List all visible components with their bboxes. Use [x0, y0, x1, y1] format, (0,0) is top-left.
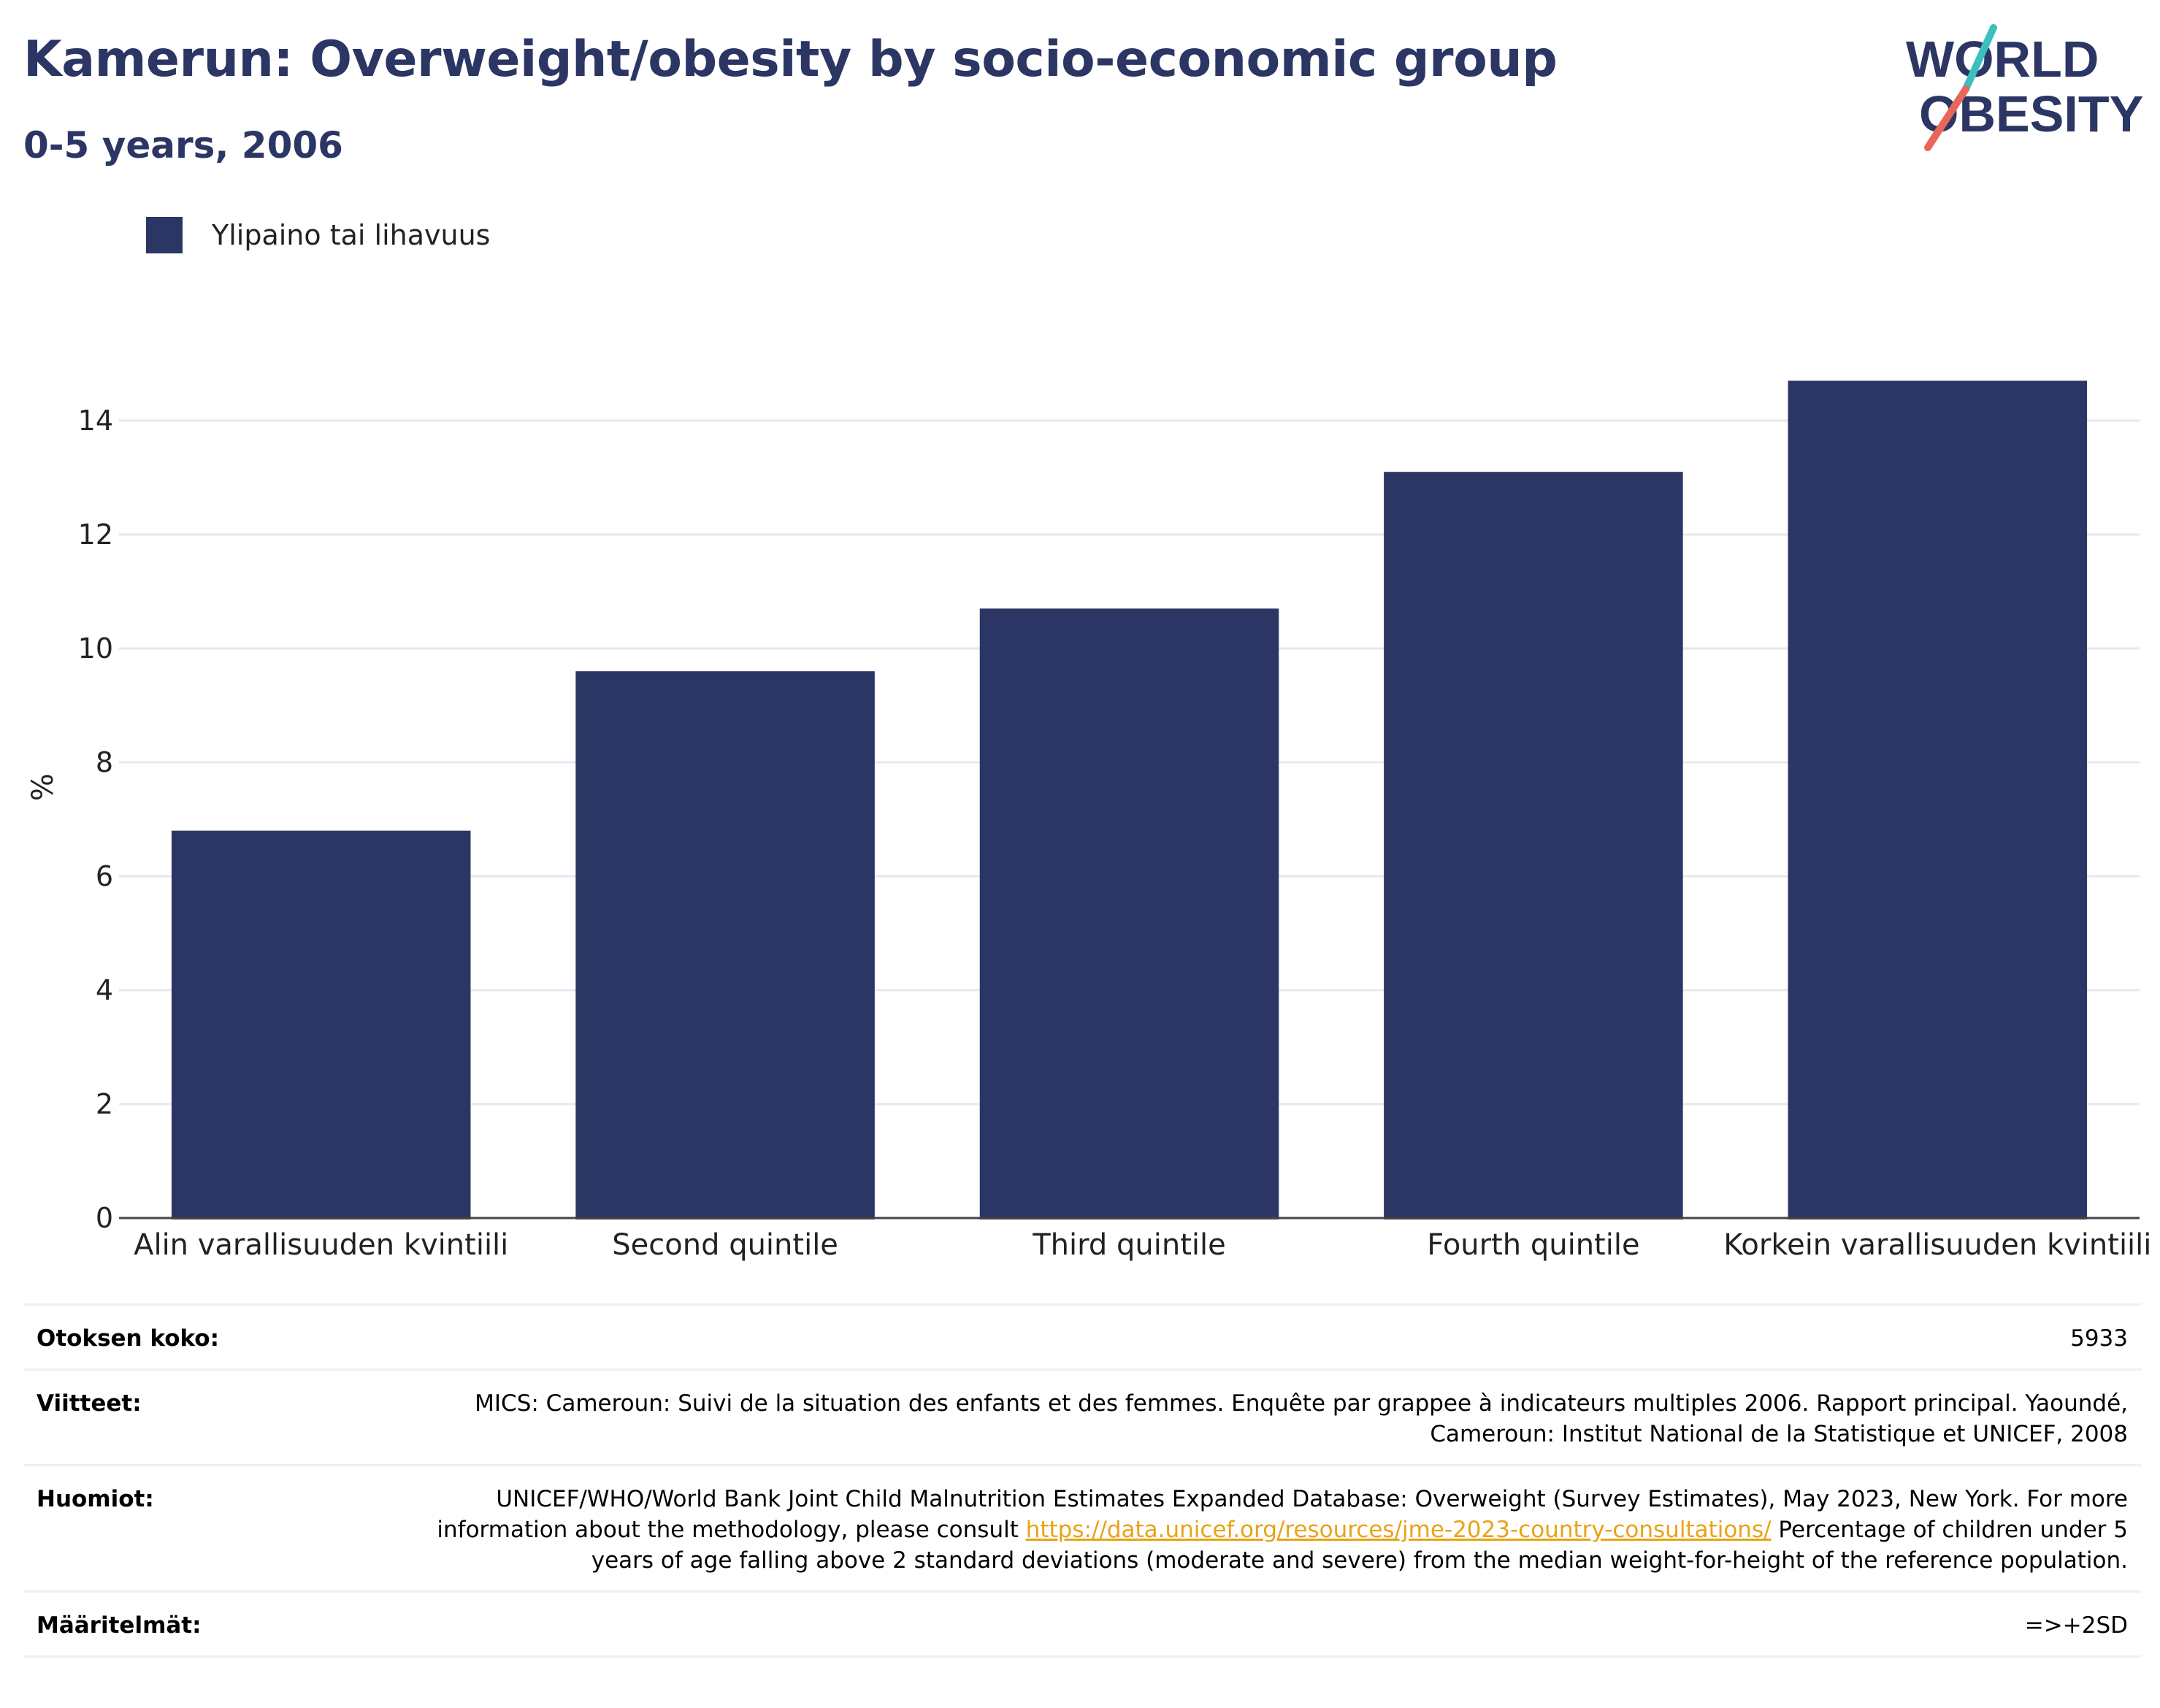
- notes-value: UNICEF/WHO/World Bank Joint Child Malnut…: [405, 1484, 2128, 1576]
- footer-table: Otoksen koko: 5933 Viitteet: MICS: Camer…: [23, 1303, 2141, 1658]
- bar: [1788, 380, 2088, 1219]
- bar-chart: 0 2 4 6 8 10 12 14% Alin varallisuuden kvintiili…: [26, 380, 2151, 1262]
- x-tick-label: Korkein varallisuuden kvintiili: [1723, 1228, 2151, 1262]
- chart-title: Kamerun: Overweight/obesity by socio-eco…: [23, 31, 1558, 88]
- axis-layer: 0 2 4 6 8 10 12 14% Alin varallisuuden kvintiili…: [26, 405, 2151, 1262]
- definitions-label: Määritelmät:: [37, 1612, 202, 1639]
- x-tick-label: Fourth quintile: [1427, 1228, 1639, 1262]
- y-tick-label: 4: [96, 974, 113, 1006]
- bar: [979, 608, 1279, 1219]
- notes-label: Huomiot:: [37, 1486, 154, 1512]
- y-tick-label: 6: [96, 860, 113, 892]
- y-axis-label: %: [26, 773, 60, 801]
- footer-row-definitions: Määritelmät: =>+2SD: [23, 1590, 2141, 1658]
- legend-label: Ylipaino tai lihavuus: [212, 219, 491, 251]
- sample-size-value: 5933: [2070, 1325, 2128, 1352]
- x-tick-label: Second quintile: [612, 1228, 838, 1262]
- sample-size-label: Otoksen koko:: [37, 1325, 219, 1352]
- y-tick-label: 14: [78, 405, 113, 437]
- logo-line1: WORLD: [1906, 31, 2099, 88]
- definitions-value: =>+2SD: [2024, 1612, 2128, 1639]
- notes-text-2: Percentage of children under 5 years of …: [591, 1517, 2128, 1574]
- bar-layer: [171, 380, 2088, 1219]
- bar: [575, 671, 875, 1219]
- y-tick-label: 12: [78, 518, 113, 551]
- y-tick-label: 8: [96, 746, 113, 778]
- bar: [1384, 472, 1683, 1219]
- y-tick-label: 0: [96, 1202, 113, 1234]
- references-value: MICS: Cameroun: Suivi de la situation de…: [475, 1390, 2128, 1447]
- legend-swatch: [146, 217, 183, 253]
- footer-row-notes: Huomiot: UNICEF/WHO/World Bank Joint Chi…: [23, 1464, 2141, 1590]
- footer-row-sample: Otoksen koko: 5933: [23, 1303, 2141, 1368]
- bar: [171, 830, 471, 1219]
- references-label: Viitteet:: [37, 1390, 142, 1417]
- methodology-link[interactable]: https://data.unicef.org/resources/jme-20…: [1025, 1517, 1772, 1543]
- logo-slash-teal: [1962, 24, 1997, 93]
- logo-slash-red: [1924, 85, 1969, 151]
- footer-row-references: Viitteet: MICS: Cameroun: Suivi de la si…: [23, 1368, 2141, 1464]
- world-obesity-logo: WORLD OBESITY: [1906, 24, 2143, 151]
- logo-line2: OBESITY: [1919, 85, 2143, 142]
- y-tick-label: 10: [78, 632, 113, 665]
- chart-subtitle: 0-5 years, 2006: [23, 124, 343, 166]
- y-tick-label: 2: [96, 1088, 113, 1120]
- x-tick-label: Third quintile: [1032, 1228, 1225, 1262]
- notes-text-1: UNICEF/WHO/World Bank Joint Child Malnut…: [437, 1486, 2128, 1543]
- legend: Ylipaino tai lihavuus: [146, 216, 490, 254]
- x-tick-label: Alin varallisuuden kvintiili: [134, 1228, 508, 1262]
